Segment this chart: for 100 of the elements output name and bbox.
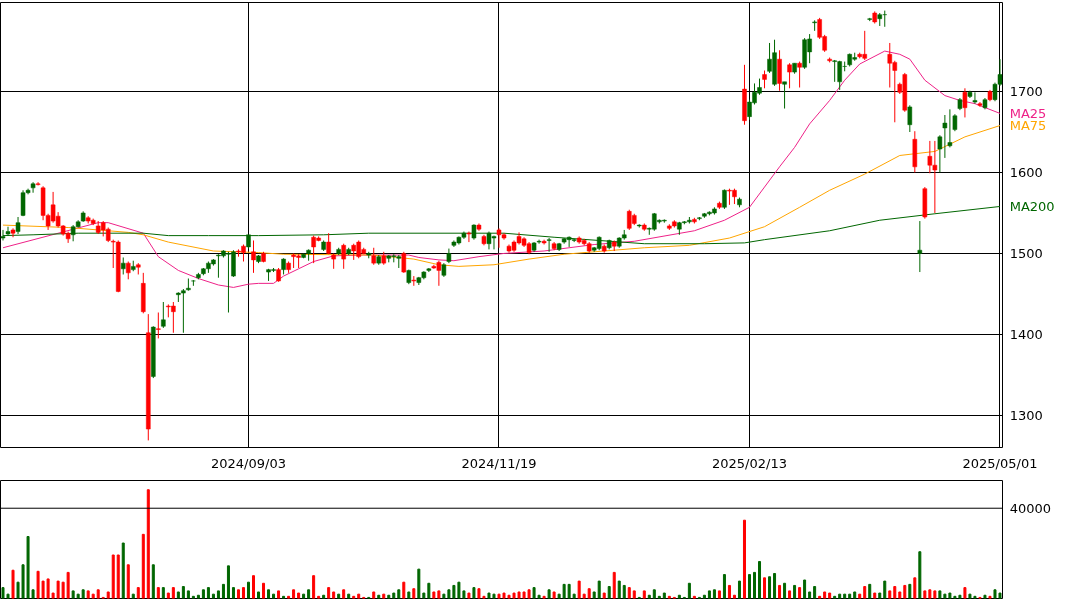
bar	[307, 589, 311, 599]
bar	[216, 590, 220, 599]
y-tick-label: 1600	[1009, 164, 1043, 180]
bar	[106, 591, 110, 599]
bar	[647, 594, 651, 599]
candlestick	[782, 81, 787, 110]
y-tick-label: 1400	[1009, 326, 1043, 342]
bar	[773, 572, 777, 599]
bar	[126, 564, 130, 599]
candlestick	[962, 87, 968, 118]
bar	[292, 589, 296, 599]
bar	[712, 589, 716, 599]
bar	[387, 594, 391, 599]
bar	[146, 489, 150, 599]
bar	[552, 591, 556, 599]
bar	[542, 595, 546, 599]
bar	[788, 590, 792, 599]
bar	[677, 594, 681, 599]
bar	[347, 593, 351, 599]
bar	[412, 588, 416, 599]
bar	[843, 593, 847, 599]
bar	[662, 592, 666, 599]
bar	[612, 571, 616, 599]
bar	[297, 592, 301, 599]
candlestick	[341, 243, 346, 270]
bar	[332, 591, 336, 599]
y-tick-label: 1700	[1009, 84, 1043, 100]
bar	[873, 592, 877, 599]
bar	[597, 580, 601, 599]
bar	[397, 589, 401, 599]
bar	[76, 593, 80, 599]
bar	[918, 551, 922, 599]
bar	[727, 584, 731, 599]
bar	[272, 593, 276, 599]
bar	[753, 571, 757, 599]
bar	[327, 587, 331, 599]
bar	[823, 591, 827, 599]
candlestick	[466, 231, 472, 243]
bar	[357, 593, 361, 599]
bar	[622, 584, 626, 599]
bar	[302, 593, 306, 599]
bar	[201, 589, 205, 599]
bar	[717, 590, 721, 599]
bar	[863, 586, 867, 599]
bar	[246, 581, 250, 599]
bar	[732, 594, 736, 599]
x-tick-label: 2025/05/01	[962, 456, 1038, 471]
x-tick-label: 2024/09/03	[211, 456, 286, 471]
bar	[763, 577, 767, 599]
bar	[211, 593, 215, 599]
bar	[166, 592, 170, 599]
y-tick-label: 1500	[1009, 245, 1043, 261]
bar	[11, 569, 15, 599]
bar	[988, 595, 992, 599]
bar	[983, 594, 987, 599]
bar	[813, 586, 817, 599]
bar	[592, 591, 596, 599]
bar	[617, 580, 621, 599]
bar	[652, 589, 656, 599]
candlestick	[5, 226, 11, 237]
bar	[337, 593, 341, 599]
bar	[868, 583, 872, 599]
line-series	[2, 50, 1001, 288]
bar	[422, 592, 426, 599]
candlestick	[722, 188, 727, 210]
bar	[91, 593, 95, 599]
candlestick	[156, 312, 161, 339]
bar	[798, 587, 802, 599]
bar	[156, 587, 160, 599]
candlestick	[887, 42, 893, 88]
bar	[742, 519, 746, 599]
bar	[377, 594, 381, 599]
bar	[151, 564, 155, 599]
bar	[206, 587, 210, 599]
bar	[687, 582, 691, 599]
bar	[747, 574, 751, 599]
bar	[96, 589, 100, 599]
text: 40000	[1009, 500, 1052, 516]
bar	[913, 577, 917, 599]
bar	[171, 587, 175, 599]
bar	[71, 590, 75, 599]
bar	[758, 561, 762, 599]
bar	[372, 591, 376, 599]
bar	[838, 593, 842, 599]
bar	[402, 581, 406, 599]
bar	[392, 592, 396, 599]
bar	[893, 586, 897, 599]
bar	[116, 554, 120, 599]
bar	[111, 554, 115, 599]
bar	[768, 576, 772, 599]
bar	[547, 589, 551, 599]
bar	[903, 584, 907, 599]
bar	[181, 586, 185, 599]
bar	[472, 587, 476, 599]
bar	[607, 586, 611, 599]
bar	[277, 590, 281, 599]
bar	[312, 575, 316, 599]
bar	[883, 580, 887, 599]
candlestick	[917, 220, 923, 273]
bar	[848, 593, 852, 599]
